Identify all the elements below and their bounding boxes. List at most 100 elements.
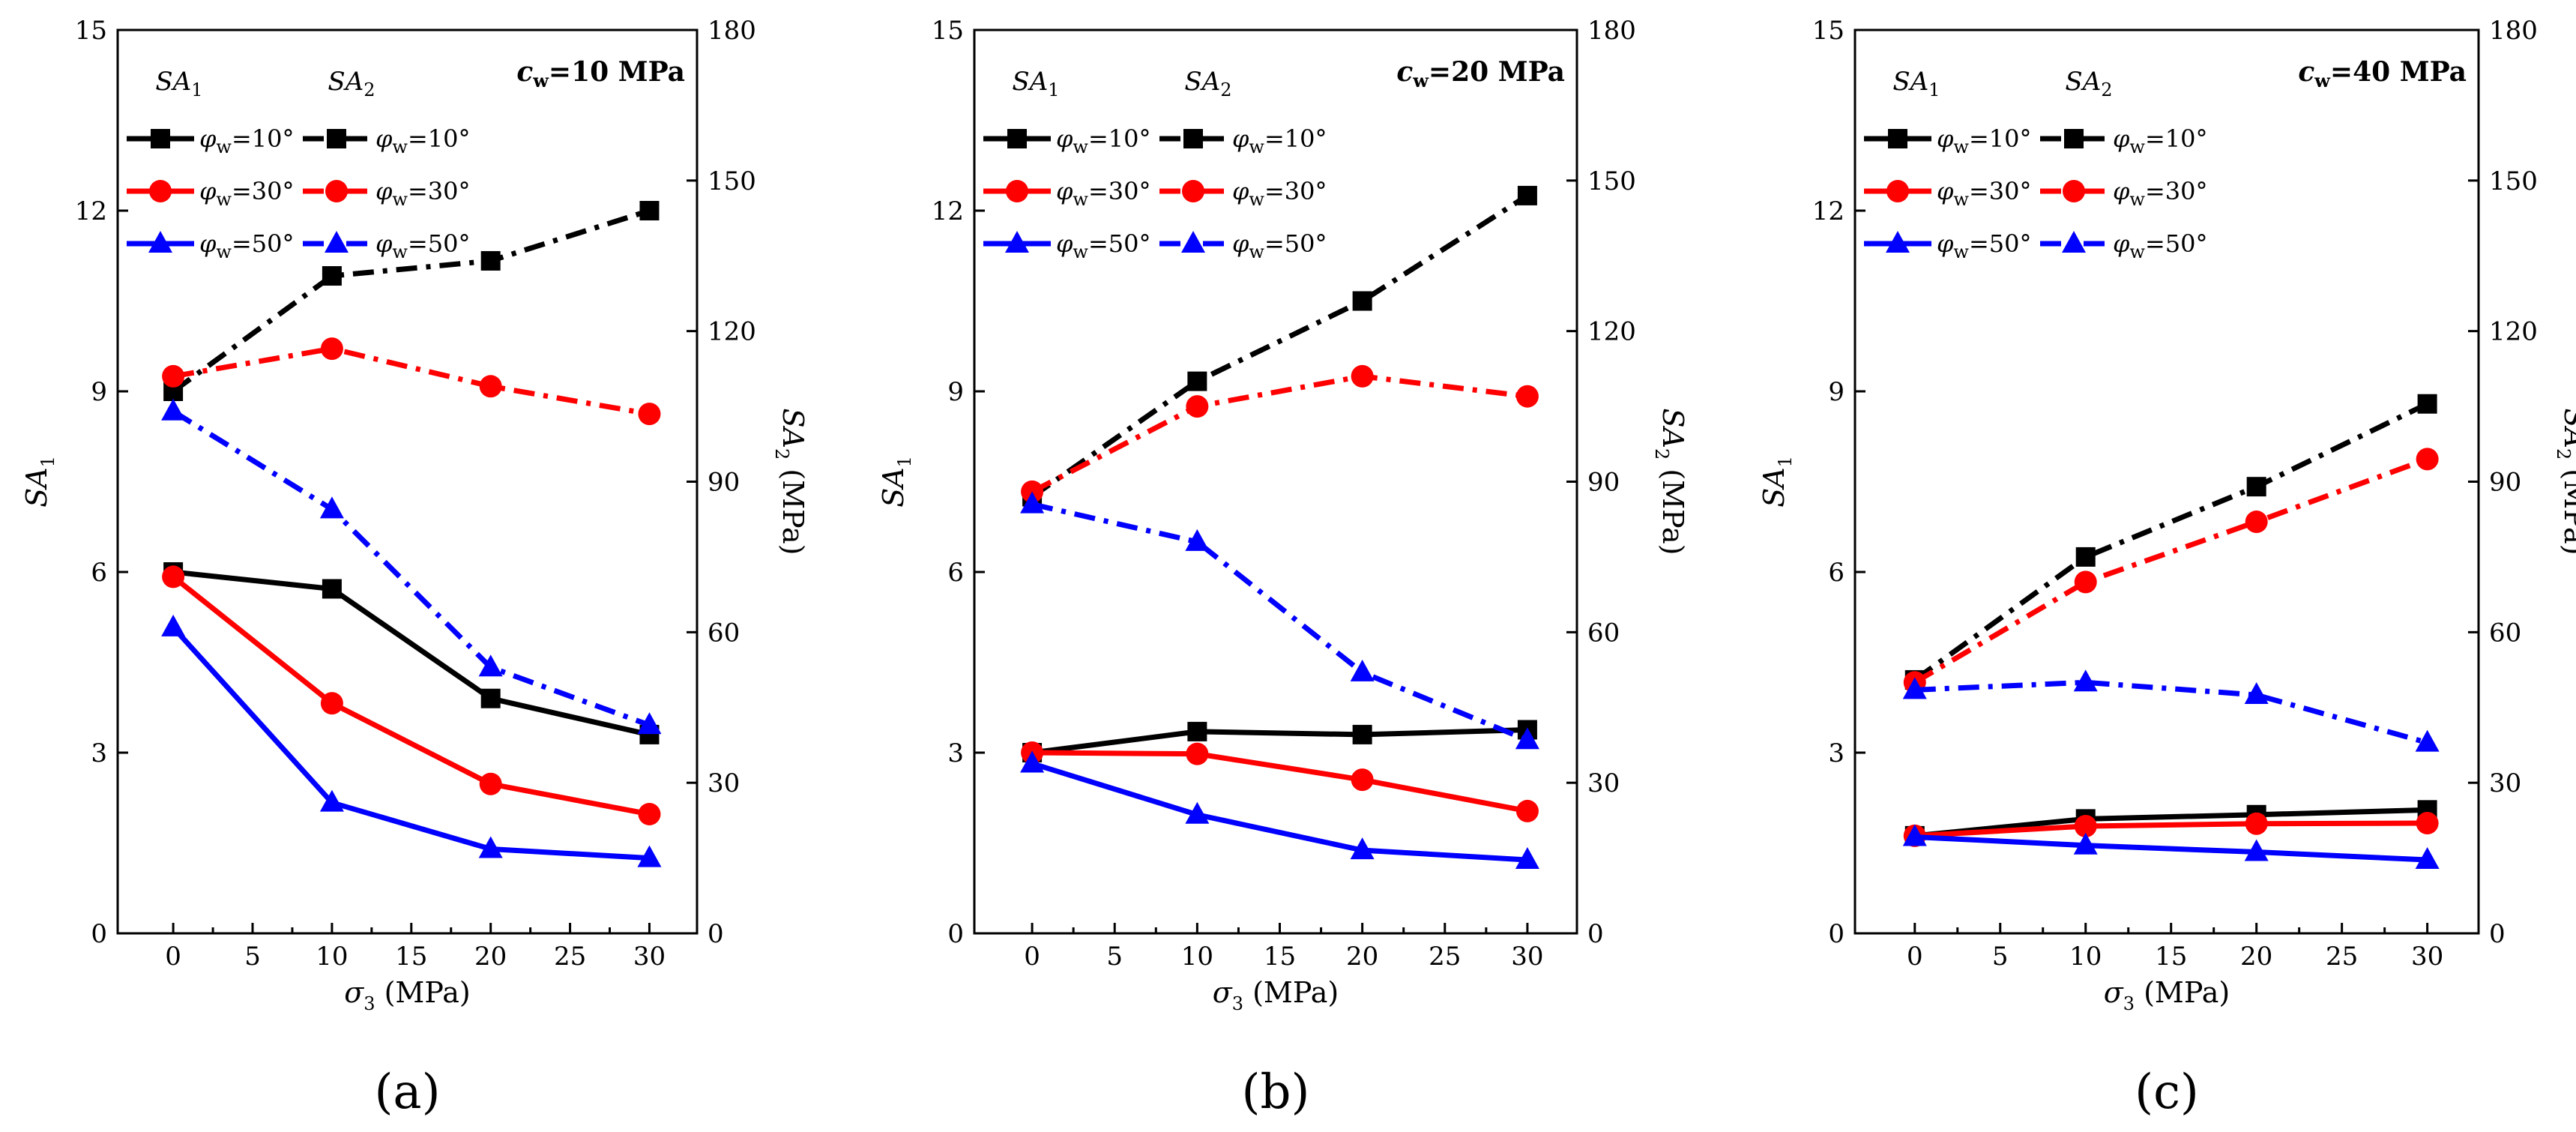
legend-entry-value: =10° <box>2145 124 2208 153</box>
y-right-tick-label: 0 <box>1587 919 1604 949</box>
y-right-axis-subscript: 2 <box>1651 448 1672 460</box>
legend-entry-value: =10° <box>408 124 471 153</box>
legend-marker <box>325 231 349 253</box>
legend-entry-label: φw=50° <box>375 229 470 262</box>
legend-entry-symbol: φ <box>2113 124 2130 153</box>
y-right-tick-label: 90 <box>2489 468 2521 498</box>
cw-annotation: cw=20 MPa <box>1396 56 1565 91</box>
series-right-phi30 <box>162 337 661 426</box>
data-point <box>1352 291 1372 311</box>
legend-entry-label: φw=50° <box>1937 229 2031 262</box>
legend-marker <box>148 231 172 253</box>
legend-entry-value: =30° <box>232 177 295 205</box>
series-line <box>172 208 651 394</box>
legend-entry-value: =50° <box>1264 229 1327 258</box>
series-line <box>1913 457 2428 685</box>
data-point <box>2074 570 2097 594</box>
data-point <box>480 688 501 708</box>
legend-header-subscript: 2 <box>2101 79 2112 100</box>
data-point <box>479 375 502 398</box>
data-point <box>1515 846 1539 869</box>
legend-entry-subscript: w <box>216 241 232 262</box>
data-point <box>637 712 662 735</box>
legend-header-sa1: SA1 <box>1012 67 1059 100</box>
data-point <box>2245 812 2268 835</box>
x-tick-label: 30 <box>2411 942 2443 972</box>
legend-header-sa2: SA2 <box>328 67 375 100</box>
y-right-tick-label: 150 <box>1587 166 1636 196</box>
legend-marker <box>1182 180 1204 202</box>
series-line <box>172 409 651 728</box>
x-tick-label: 30 <box>633 942 666 972</box>
x-tick-label: 10 <box>316 942 348 972</box>
y-left-tick-label: 0 <box>1828 919 1844 949</box>
legend-entry-symbol: φ <box>1056 229 1073 258</box>
x-tick-label: 25 <box>1429 942 1461 972</box>
legend-entry-label: φw=10° <box>1232 124 1327 157</box>
data-point <box>319 496 344 519</box>
x-tick-label: 20 <box>474 942 507 972</box>
y-left-axis-subscript: 1 <box>37 456 58 467</box>
x-tick-label: 15 <box>1264 942 1296 972</box>
x-axis-subscript: 3 <box>1232 993 1243 1014</box>
cw-subscript: w <box>2314 70 2331 91</box>
legend-marker <box>1007 129 1027 148</box>
data-point <box>1350 659 1375 681</box>
x-axis-label: σ3 (MPa) <box>2104 976 2230 1014</box>
x-tick-label: 0 <box>1907 942 1923 972</box>
series-left-phi50 <box>1020 750 1539 869</box>
data-point <box>1352 724 1372 744</box>
y-right-tick-label: 0 <box>2489 919 2506 949</box>
y-left-tick-label: 6 <box>91 558 107 588</box>
legend-marker <box>2062 231 2086 253</box>
x-axis-symbol: σ <box>344 976 364 1009</box>
series-left-phi30 <box>1903 811 2439 847</box>
legend-entry-value: =50° <box>408 229 471 258</box>
legend-entry-symbol: φ <box>1056 177 1073 205</box>
plot-frame <box>973 28 1578 935</box>
legend-entry-label: φw=10° <box>1937 124 2031 157</box>
legend-entry-subscript: w <box>1249 241 1264 262</box>
series-right-phi10 <box>1022 185 1537 507</box>
legend-entry-symbol: φ <box>199 229 217 258</box>
y-left-axis-symbol: SA <box>20 467 53 507</box>
legend-entry-subscript: w <box>1073 189 1088 210</box>
y-right-tick-label: 120 <box>1587 317 1636 347</box>
data-point <box>478 836 503 858</box>
data-point <box>1517 185 1537 205</box>
y-left-tick-label: 12 <box>932 196 964 226</box>
legend-header-symbol: SA <box>1012 67 1048 97</box>
legend-entry-subscript: w <box>2129 241 2145 262</box>
panel-label: (b) <box>1242 1065 1310 1120</box>
y-left-axis-symbol: SA <box>877 467 910 507</box>
y-right-axis-symbol: SA <box>2558 409 2576 448</box>
data-point <box>1351 768 1374 792</box>
legend-entry-symbol: φ <box>1232 177 1249 205</box>
series-line <box>1914 807 2428 839</box>
legend-header-subscript: 2 <box>1220 79 1231 100</box>
legend-entry-value: =50° <box>1088 229 1151 258</box>
legend-entry-value: =50° <box>2145 229 2208 258</box>
y-right-tick-label: 30 <box>2489 768 2521 798</box>
x-tick-label: 10 <box>1181 942 1213 972</box>
data-point <box>320 692 343 715</box>
legend-marker <box>149 180 172 202</box>
legend-entry-subscript: w <box>392 241 408 262</box>
y-right-axis-symbol: SA <box>776 409 809 448</box>
y-right-tick-label: 60 <box>708 618 740 648</box>
legend-entry-label: φw=30° <box>375 177 470 210</box>
y-right-tick-label: 30 <box>1587 768 1620 798</box>
legend-entry-symbol: φ <box>1937 177 1954 205</box>
series-line <box>1031 373 1528 494</box>
series-line <box>1031 761 1528 863</box>
legend-entry-symbol: φ <box>375 124 393 153</box>
data-point <box>319 789 344 812</box>
legend-entry-symbol: φ <box>375 229 393 258</box>
series-line <box>1914 834 2428 863</box>
legend-header-symbol: SA <box>1184 67 1220 97</box>
legend-marker <box>151 129 170 148</box>
